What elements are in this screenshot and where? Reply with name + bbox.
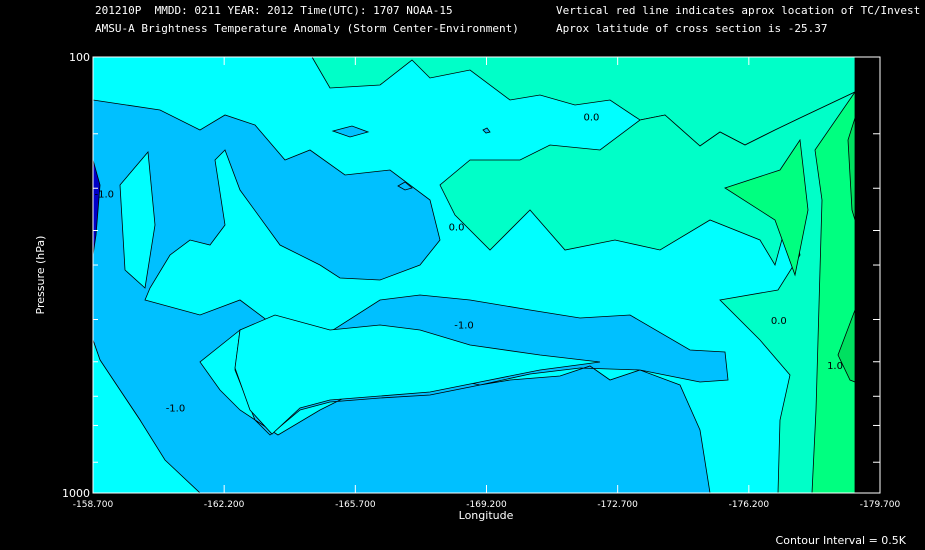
contour-region-inner-light-left (119, 151, 156, 289)
header-line1-right: Vertical red line indicates aprox locati… (556, 4, 921, 17)
contour-label: 0.0 (449, 223, 465, 234)
x-tick-label: -176.200 (729, 500, 770, 510)
contour-label: 0.0 (771, 316, 787, 327)
contour-interval: Contour Interval = 0.5K (776, 534, 907, 547)
x-axis-title: Longitude (459, 509, 514, 522)
axes-layer: -158.700 -162.200 -165.700 -169.200 -172.700… (62, 51, 901, 510)
x-tick-label: -179.700 (860, 500, 901, 510)
y-axis-title: Pressure (hPa) (34, 236, 47, 315)
y-tick-label: 100 (69, 51, 90, 64)
contour-fill-layer (92, 56, 856, 494)
x-tick-label: -172.700 (597, 500, 638, 510)
contour-region-1.5 (837, 117, 856, 383)
contour-labels-layer: 0.0 0.0 -1.0 -1.0 0.0 1.0 -1.0 (94, 113, 842, 415)
header-line1-left: 201210P MMDD: 0211 YEAR: 2012 Time(UTC):… (95, 4, 453, 17)
contour-label: -1.0 (94, 189, 114, 200)
contour-region-inner-light-mid (234, 314, 601, 435)
x-tick-label: -158.700 (73, 500, 114, 510)
contour-island-3 (482, 127, 491, 134)
contour-island-1 (331, 125, 370, 138)
header-line2-right: Aprox latitude of cross section is -25.3… (556, 22, 828, 35)
contour-label: -1.0 (166, 403, 186, 414)
x-tick-label: -169.200 (466, 500, 507, 510)
x-tick-label: -162.200 (204, 500, 245, 510)
contour-label: 1.0 (827, 361, 843, 372)
contour-island-2 (397, 181, 413, 191)
header-line2-left: AMSU-A Brightness Temperature Anomaly (S… (95, 22, 519, 35)
contour-label: 0.0 (583, 113, 599, 124)
contour-label: -1.0 (454, 321, 474, 332)
x-tick-label: -165.700 (335, 500, 376, 510)
y-tick-label: 1000 (62, 487, 90, 500)
